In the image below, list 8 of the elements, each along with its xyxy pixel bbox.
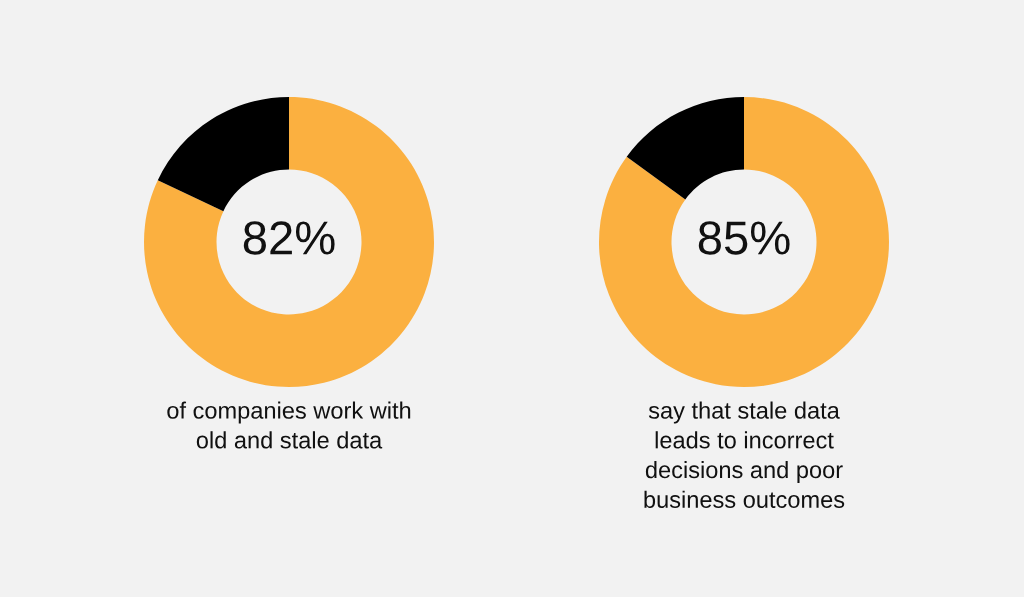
donut-slice bbox=[626, 97, 744, 200]
donut-slice bbox=[599, 97, 889, 387]
text: of companies work with old and stale data bbox=[167, 401, 411, 449]
donut-slice bbox=[157, 97, 289, 212]
donut-slice bbox=[144, 97, 434, 387]
data-label: 85% bbox=[698, 221, 790, 255]
data-label: 82% bbox=[243, 221, 335, 255]
text: say that stale data leads to incorrect decisions and poor business outcomes bbox=[644, 401, 845, 508]
